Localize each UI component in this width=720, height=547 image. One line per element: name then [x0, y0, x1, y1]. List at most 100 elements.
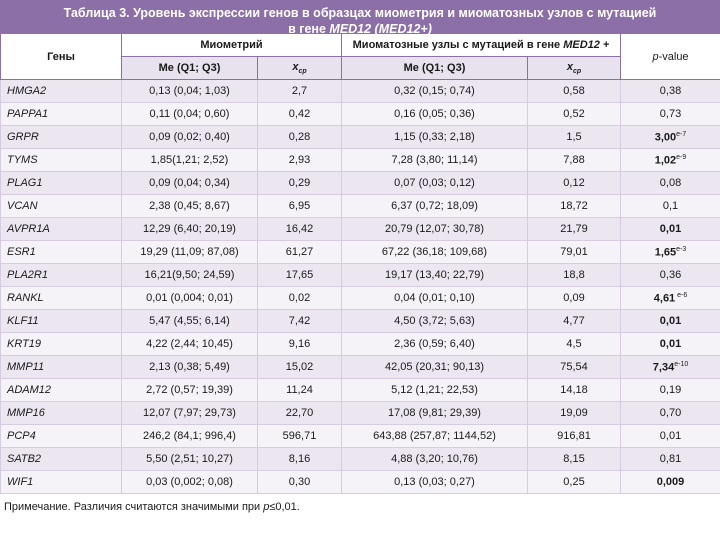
col-header-genes: Гены: [0, 33, 122, 80]
myometrium-x-cell: 7,42: [257, 309, 342, 333]
p-value: 0,01: [659, 223, 682, 235]
nodes-x-cell: 0,52: [526, 102, 622, 126]
myometrium-me-cell: 12,29 (6,40; 20,19): [121, 217, 258, 241]
myometrium-me-cell: 0,13 (0,04; 1,03): [121, 79, 258, 103]
nodes-x-cell: 75,54: [526, 355, 622, 379]
nodes-me-cell: 19,17 (13,40; 22,79): [341, 263, 528, 287]
table-row: RANKL 0,01 (0,004; 0,01) 0,02 0,04 (0,01; 0…: [0, 286, 720, 310]
table-row: MMP16 12,07 (7,97; 29,73) 22,70 17,08 (9,81…: [0, 401, 720, 425]
myometrium-me-cell: 0,09 (0,02; 0,40): [121, 125, 258, 149]
p-value-cell: 1,65e-3: [620, 240, 720, 264]
table-title-gene: MED12 (MED12+): [329, 22, 432, 36]
p-value-cell: 0,01: [620, 309, 720, 333]
p-value-exponent: e-3: [676, 245, 687, 253]
col-header-nodes-prefix: Миоматозные узлы с мутацией в гене: [352, 39, 564, 51]
myometrium-me-cell: 0,01 (0,004; 0,01): [121, 286, 258, 310]
table-row: HMGA2 0,13 (0,04; 1,03) 2,7 0,32 (0,15; 0,7…: [0, 79, 720, 103]
p-value-cell: 0,81: [620, 447, 720, 471]
myometrium-me-cell: 19,29 (11,09; 87,08): [121, 240, 258, 264]
col-header-nodes-gene: MED12: [563, 39, 600, 51]
myometrium-me-cell: 0,11 (0,04; 0,60): [121, 102, 258, 126]
nodes-me-cell: 4,88 (3,20; 10,76): [341, 447, 528, 471]
nodes-x-cell: 0,09: [526, 286, 622, 310]
p-value-cell: 4,61 e-6: [620, 286, 720, 310]
myometrium-x-cell: 0,42: [257, 102, 342, 126]
myometrium-me-cell: 246,2 (84,1; 996,4): [121, 424, 258, 448]
nodes-x-cell: 18,8: [526, 263, 622, 287]
table-title-line1: Таблица 3. Уровень экспрессии генов в об…: [63, 6, 657, 20]
table-title-line2-prefix: в гене: [288, 22, 330, 36]
p-value-cell: 0,70: [620, 401, 720, 425]
note-p: p: [263, 501, 270, 513]
gene-cell: PCP4: [0, 424, 122, 448]
myometrium-me-cell: 2,13 (0,38; 5,49): [121, 355, 258, 379]
p-value-cell: 1,02e-9: [620, 148, 720, 172]
col-header-myo-x: xср: [257, 56, 342, 80]
gene-cell: VCAN: [0, 194, 122, 218]
p-value-cell: 3,00e-7: [620, 125, 720, 149]
nodes-me-cell: 2,36 (0,59; 6,40): [341, 332, 528, 356]
table-row: PLA2R1 16,21(9,50; 24,59) 17,65 19,17 (13,4…: [0, 263, 720, 287]
table-row: PCP4 246,2 (84,1; 996,4) 596,71 643,88 (257…: [0, 424, 720, 448]
p-value-exponent: e-6: [675, 291, 688, 299]
myometrium-x-cell: 8,16: [257, 447, 342, 471]
myometrium-x-cell: 22,70: [257, 401, 342, 425]
gene-cell: PLA2R1: [0, 263, 122, 287]
p-value-cell: 7,34e-10: [620, 355, 720, 379]
x-subscript: ср: [298, 68, 307, 76]
table-body: HMGA2 0,13 (0,04; 1,03) 2,7 0,32 (0,15; 0,7…: [0, 79, 720, 494]
col-header-nodes-x: xср: [526, 56, 622, 80]
nodes-x-cell: 18,72: [526, 194, 622, 218]
nodes-x-cell: 0,25: [526, 470, 622, 494]
nodes-me-cell: 20,79 (12,07; 30,78): [341, 217, 528, 241]
table-row: MMP11 2,13 (0,38; 5,49) 15,02 42,05 (20,31;…: [0, 355, 720, 379]
myometrium-me-cell: 5,47 (4,55; 6,14): [121, 309, 258, 333]
myometrium-x-cell: 0,29: [257, 171, 342, 195]
table-row: ESR1 19,29 (11,09; 87,08) 61,27 67,22 (36,1…: [0, 240, 720, 264]
nodes-me-cell: 643,88 (257,87; 1144,52): [341, 424, 528, 448]
nodes-me-cell: 67,22 (36,18; 109,68): [341, 240, 528, 264]
myometrium-me-cell: 2,72 (0,57; 19,39): [121, 378, 258, 402]
p-value: 0,01: [659, 338, 682, 350]
myometrium-me-cell: 2,38 (0,45; 8,67): [121, 194, 258, 218]
p-value-cell: 0,009: [620, 470, 720, 494]
gene-cell: AVPR1A: [0, 217, 122, 241]
nodes-x-cell: 79,01: [526, 240, 622, 264]
col-header-myometrium: Миометрий: [121, 33, 342, 57]
p-value: 0,1: [662, 200, 679, 212]
col-header-p-letter: p: [652, 50, 659, 63]
table-row: GRPR 0,09 (0,02; 0,40) 0,28 1,15 (0,33; 2,1…: [0, 125, 720, 149]
myometrium-me-cell: 1,85(1,21; 2,52): [121, 148, 258, 172]
myometrium-x-cell: 0,30: [257, 470, 342, 494]
gene-cell: PLAG1: [0, 171, 122, 195]
table-row: WIF1 0,03 (0,002; 0,08) 0,30 0,13 (0,03; 0,…: [0, 470, 720, 494]
nodes-me-cell: 5,12 (1,21; 22,53): [341, 378, 528, 402]
nodes-me-cell: 42,05 (20,31; 90,13): [341, 355, 528, 379]
col-header-p-value: p-value: [620, 33, 720, 80]
nodes-x-cell: 0,58: [526, 79, 622, 103]
col-header-nodes-me: Me (Q1; Q3): [341, 56, 528, 80]
table-title: Таблица 3. Уровень экспрессии генов в об…: [0, 0, 720, 36]
p-value-cell: 0,01: [620, 424, 720, 448]
myometrium-me-cell: 0,09 (0,04; 0,34): [121, 171, 258, 195]
table-note: Примечание. Различия считаются значимыми…: [0, 494, 720, 513]
gene-cell: ADAM12: [0, 378, 122, 402]
table-row: ADAM12 2,72 (0,57; 19,39) 11,24 5,12 (1,21;…: [0, 378, 720, 402]
table-row: KLF11 5,47 (4,55; 6,14) 7,42 4,50 (3,72; 5,…: [0, 309, 720, 333]
nodes-x-cell: 7,88: [526, 148, 622, 172]
nodes-me-cell: 0,16 (0,05; 0,36): [341, 102, 528, 126]
p-value-cell: 0,1: [620, 194, 720, 218]
table-row: VCAN 2,38 (0,45; 8,67) 6,95 6,37 (0,72; 18,…: [0, 194, 720, 218]
p-value-cell: 0,19: [620, 378, 720, 402]
nodes-x-cell: 14,18: [526, 378, 622, 402]
x-symbol: x: [566, 60, 573, 73]
gene-cell: MMP11: [0, 355, 122, 379]
p-value-cell: 0,01: [620, 332, 720, 356]
gene-cell: RANKL: [0, 286, 122, 310]
nodes-me-cell: 6,37 (0,72; 18,09): [341, 194, 528, 218]
p-value: 0,70: [659, 407, 682, 419]
myometrium-x-cell: 17,65: [257, 263, 342, 287]
p-value: 0,36: [659, 269, 682, 281]
nodes-me-cell: 0,13 (0,03; 0,27): [341, 470, 528, 494]
nodes-x-cell: 916,81: [526, 424, 622, 448]
